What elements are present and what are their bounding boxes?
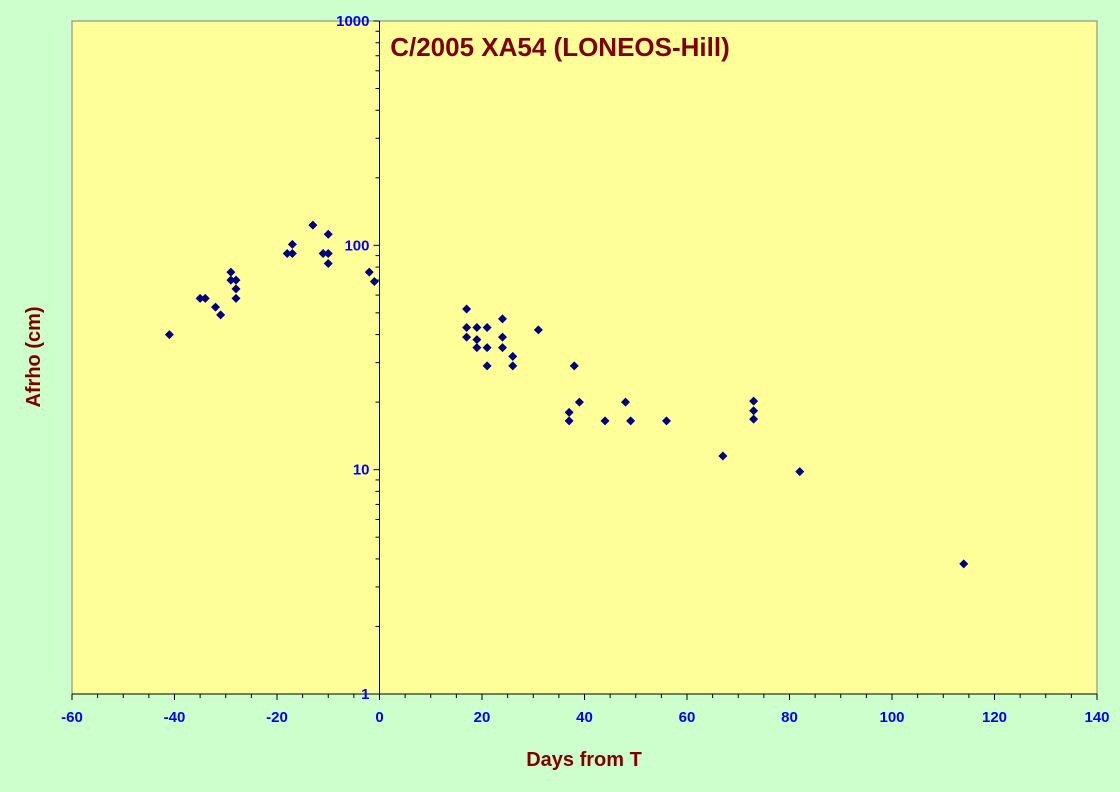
- x-tick-label: 120: [982, 709, 1007, 726]
- x-tick-label: -40: [164, 709, 186, 726]
- x-tick-label: 100: [879, 709, 904, 726]
- data-point: [462, 332, 472, 342]
- y-tick-label: 1: [361, 686, 369, 703]
- chart-title: C/2005 XA54 (LONEOS-Hill): [390, 32, 730, 62]
- data-point: [364, 267, 374, 277]
- data-point: [482, 361, 492, 371]
- data-point: [472, 335, 482, 345]
- data-point: [462, 323, 472, 333]
- data-point: [287, 239, 297, 249]
- data-point: [369, 276, 379, 286]
- x-tick-label: 20: [474, 709, 491, 726]
- data-point: [308, 220, 318, 230]
- y-axis-title: Afrho (cm): [23, 306, 45, 407]
- x-tick-label: 40: [576, 709, 593, 726]
- data-point: [574, 397, 584, 407]
- data-point: [231, 284, 241, 294]
- y-tick-label: 1000: [336, 13, 369, 30]
- data-point: [226, 275, 236, 285]
- data-point: [508, 351, 518, 361]
- data-point: [621, 397, 630, 407]
- data-point: [318, 248, 328, 258]
- data-point: [564, 407, 574, 417]
- data-point: [282, 248, 292, 258]
- data-point: [533, 325, 543, 335]
- data-point: [323, 258, 333, 268]
- data-point: [498, 343, 507, 353]
- data-point: [959, 559, 969, 569]
- y-tick-label: 100: [344, 237, 369, 254]
- data-points: [164, 220, 969, 569]
- data-point: [287, 248, 297, 258]
- data-point: [323, 229, 333, 239]
- data-point: [231, 275, 241, 285]
- data-point: [749, 414, 759, 424]
- data-point: [216, 310, 226, 320]
- data-point: [749, 406, 759, 416]
- x-tick-label: -60: [61, 709, 83, 726]
- data-point: [795, 467, 805, 477]
- data-point: [569, 361, 579, 371]
- data-point: [164, 330, 174, 340]
- data-point: [482, 323, 492, 333]
- data-point: [231, 293, 241, 303]
- plot-area: [71, 20, 1098, 695]
- x-axis-title: Days from T: [526, 749, 642, 771]
- x-tick-label: 140: [1084, 709, 1109, 726]
- data-point: [508, 361, 518, 371]
- data-point: [200, 293, 210, 303]
- data-point: [662, 416, 671, 426]
- data-point: [211, 302, 220, 312]
- data-point: [626, 416, 636, 426]
- data-point: [498, 332, 507, 342]
- data-point: [718, 451, 728, 461]
- x-tick-label: 60: [679, 709, 696, 726]
- tick-labels: -60 -40 -20 0 20 40 60 80 100 120 140 1 10 100 1000: [61, 13, 1109, 726]
- plot-background: [71, 20, 1098, 695]
- x-tick-label: 80: [781, 709, 798, 726]
- data-point: [195, 293, 205, 303]
- data-point: [472, 343, 482, 353]
- x-tick-label: -20: [266, 709, 288, 726]
- data-point: [323, 248, 333, 258]
- data-point: [226, 267, 236, 277]
- data-point: [472, 323, 482, 333]
- data-point: [749, 396, 759, 406]
- data-point: [498, 314, 507, 324]
- x-tick-label: 0: [375, 709, 383, 726]
- data-point: [482, 343, 492, 353]
- data-point: [600, 416, 610, 426]
- data-point: [564, 416, 574, 426]
- data-point: [462, 304, 472, 314]
- y-tick-label: 10: [353, 462, 370, 479]
